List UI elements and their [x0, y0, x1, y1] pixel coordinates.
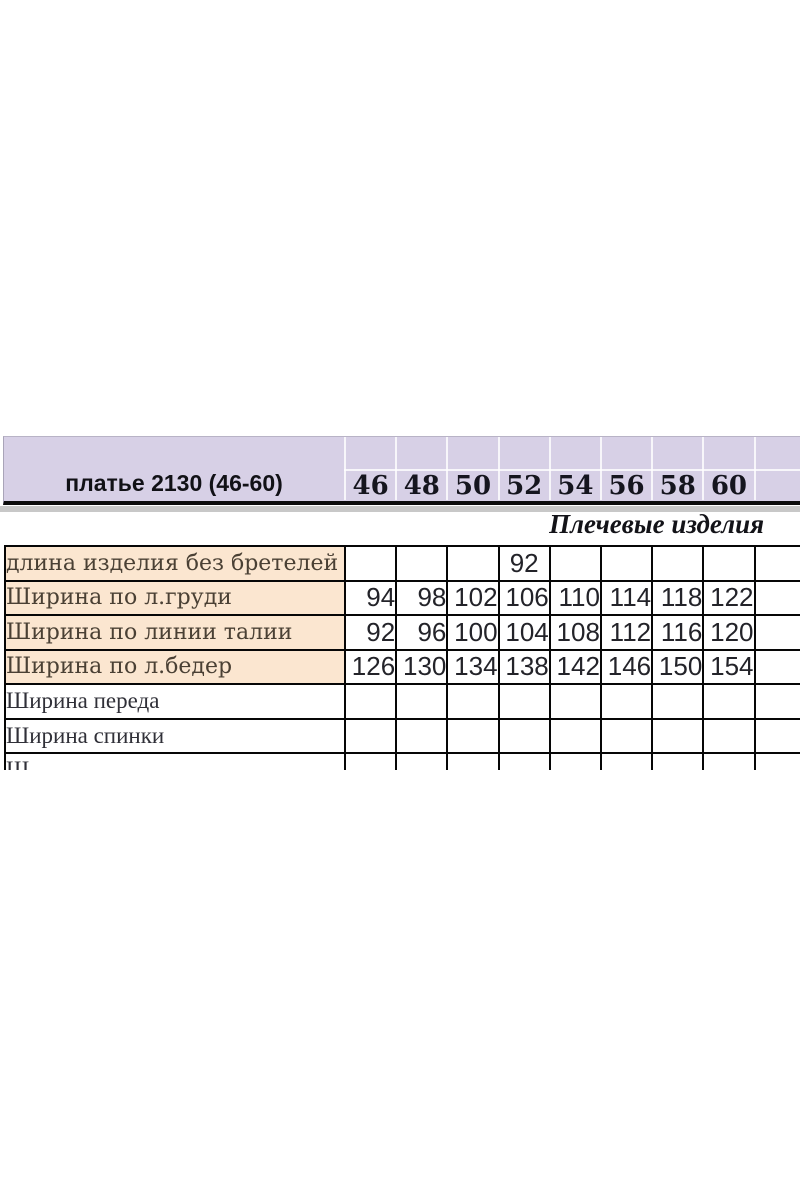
- row-label: Ширина по л.бедер: [4, 648, 346, 685]
- value-cell: 134: [446, 648, 500, 685]
- table-row-clipped: Ш: [4, 752, 800, 770]
- value-cell: [395, 752, 449, 770]
- row-label: длина изделия без бретелей: [4, 545, 346, 582]
- size-column-header: 60: [702, 437, 753, 501]
- value-cell: [343, 683, 398, 720]
- empty-cell: [753, 648, 800, 685]
- table-row: Ширина по л.груди 94 98 102 106 110 114 …: [4, 579, 800, 616]
- row-label: Ширина переда: [4, 683, 346, 720]
- separator-bar: [0, 506, 800, 512]
- value-cell: [651, 717, 705, 754]
- value-cell: [599, 752, 654, 770]
- value-cell: [599, 717, 654, 754]
- value-cell: 122: [702, 579, 756, 616]
- size-header-row: 46 48 50 52 54 56 58 60: [344, 437, 800, 501]
- value-cell: 104: [497, 614, 551, 651]
- value-cell: [548, 683, 602, 720]
- value-cell: 114: [599, 579, 654, 616]
- value-cell: [548, 752, 602, 770]
- band-divider-line: [344, 469, 800, 471]
- table-title-text: платье 2130 (46-60): [65, 470, 283, 496]
- value-cell: [651, 683, 705, 720]
- empty-cell: [753, 683, 800, 720]
- size-column-header: 58: [651, 437, 702, 501]
- value-cell: [599, 683, 654, 720]
- size-column-header: 54: [548, 437, 600, 501]
- value-cell: [497, 717, 551, 754]
- value-cell: [343, 717, 398, 754]
- table-row: Ширина по л.бедер 126 130 134 138 142 14…: [4, 648, 800, 685]
- value-cell: [497, 752, 551, 770]
- value-cell: 118: [651, 579, 705, 616]
- value-cell: [702, 752, 756, 770]
- value-cell: 150: [651, 648, 705, 685]
- value-cell: [651, 752, 705, 770]
- value-cell: 116: [651, 614, 705, 651]
- table-row: Ширина по линии талии 92 96 100 104 108 …: [4, 614, 800, 651]
- value-cell: [497, 683, 551, 720]
- row-label: Ш: [4, 752, 346, 770]
- value-cell: [651, 545, 705, 582]
- value-cell: 94: [343, 579, 398, 616]
- value-cell: 100: [446, 614, 500, 651]
- value-cell: [395, 545, 449, 582]
- empty-cell: [753, 752, 800, 770]
- measurements-table-wrap: длина изделия без бретелей 92 Ширина по …: [4, 545, 800, 770]
- section-header: Плечевые изделия: [549, 509, 764, 539]
- header-band: платье 2130 (46-60) 46 48 50 52 54 56 58…: [3, 436, 800, 505]
- value-cell: 130: [395, 648, 449, 685]
- value-cell: 108: [548, 614, 602, 651]
- value-cell: 146: [599, 648, 654, 685]
- value-cell: [395, 683, 449, 720]
- value-cell: 106: [497, 579, 551, 616]
- table-row: Ширина переда: [4, 683, 800, 720]
- value-cell: [702, 683, 756, 720]
- empty-cell: [753, 717, 800, 754]
- table-row: длина изделия без бретелей 92: [4, 545, 800, 582]
- value-cell: [702, 545, 756, 582]
- measurements-table: длина изделия без бретелей 92 Ширина по …: [4, 545, 800, 770]
- value-cell: 138: [497, 648, 551, 685]
- value-cell: [446, 545, 500, 582]
- value-cell: 154: [702, 648, 756, 685]
- size-column-header: 56: [599, 437, 651, 501]
- value-cell: 96: [395, 614, 449, 651]
- value-cell: 92: [343, 614, 398, 651]
- value-cell: 126: [343, 648, 398, 685]
- value-cell: 110: [548, 579, 602, 616]
- table-title: платье 2130 (46-60): [4, 437, 344, 500]
- empty-header-cell: [753, 437, 800, 500]
- value-cell: [446, 752, 500, 770]
- row-label: Ширина спинки: [4, 717, 346, 754]
- value-cell: 102: [446, 579, 500, 616]
- value-cell: [702, 717, 756, 754]
- empty-cell: [753, 545, 800, 582]
- value-cell: [446, 683, 500, 720]
- size-column-header: 48: [395, 437, 446, 501]
- value-cell: [343, 752, 398, 770]
- value-cell: [548, 717, 602, 754]
- empty-cell: [753, 579, 800, 616]
- value-cell: [548, 545, 602, 582]
- size-column-header: 52: [497, 437, 549, 501]
- value-cell: [599, 545, 654, 582]
- row-label: Ширина по линии талии: [4, 614, 346, 651]
- value-cell: [343, 545, 398, 582]
- size-column-header: 46: [344, 437, 395, 501]
- value-cell: 120: [702, 614, 756, 651]
- value-cell: 98: [395, 579, 449, 616]
- value-cell: [395, 717, 449, 754]
- value-cell: 142: [548, 648, 602, 685]
- size-column-header: 50: [446, 437, 497, 501]
- value-cell: [446, 717, 500, 754]
- empty-cell: [753, 614, 800, 651]
- value-cell: 112: [599, 614, 654, 651]
- table-row: Ширина спинки: [4, 717, 800, 754]
- value-cell: 92: [497, 545, 551, 582]
- row-label: Ширина по л.груди: [4, 579, 346, 616]
